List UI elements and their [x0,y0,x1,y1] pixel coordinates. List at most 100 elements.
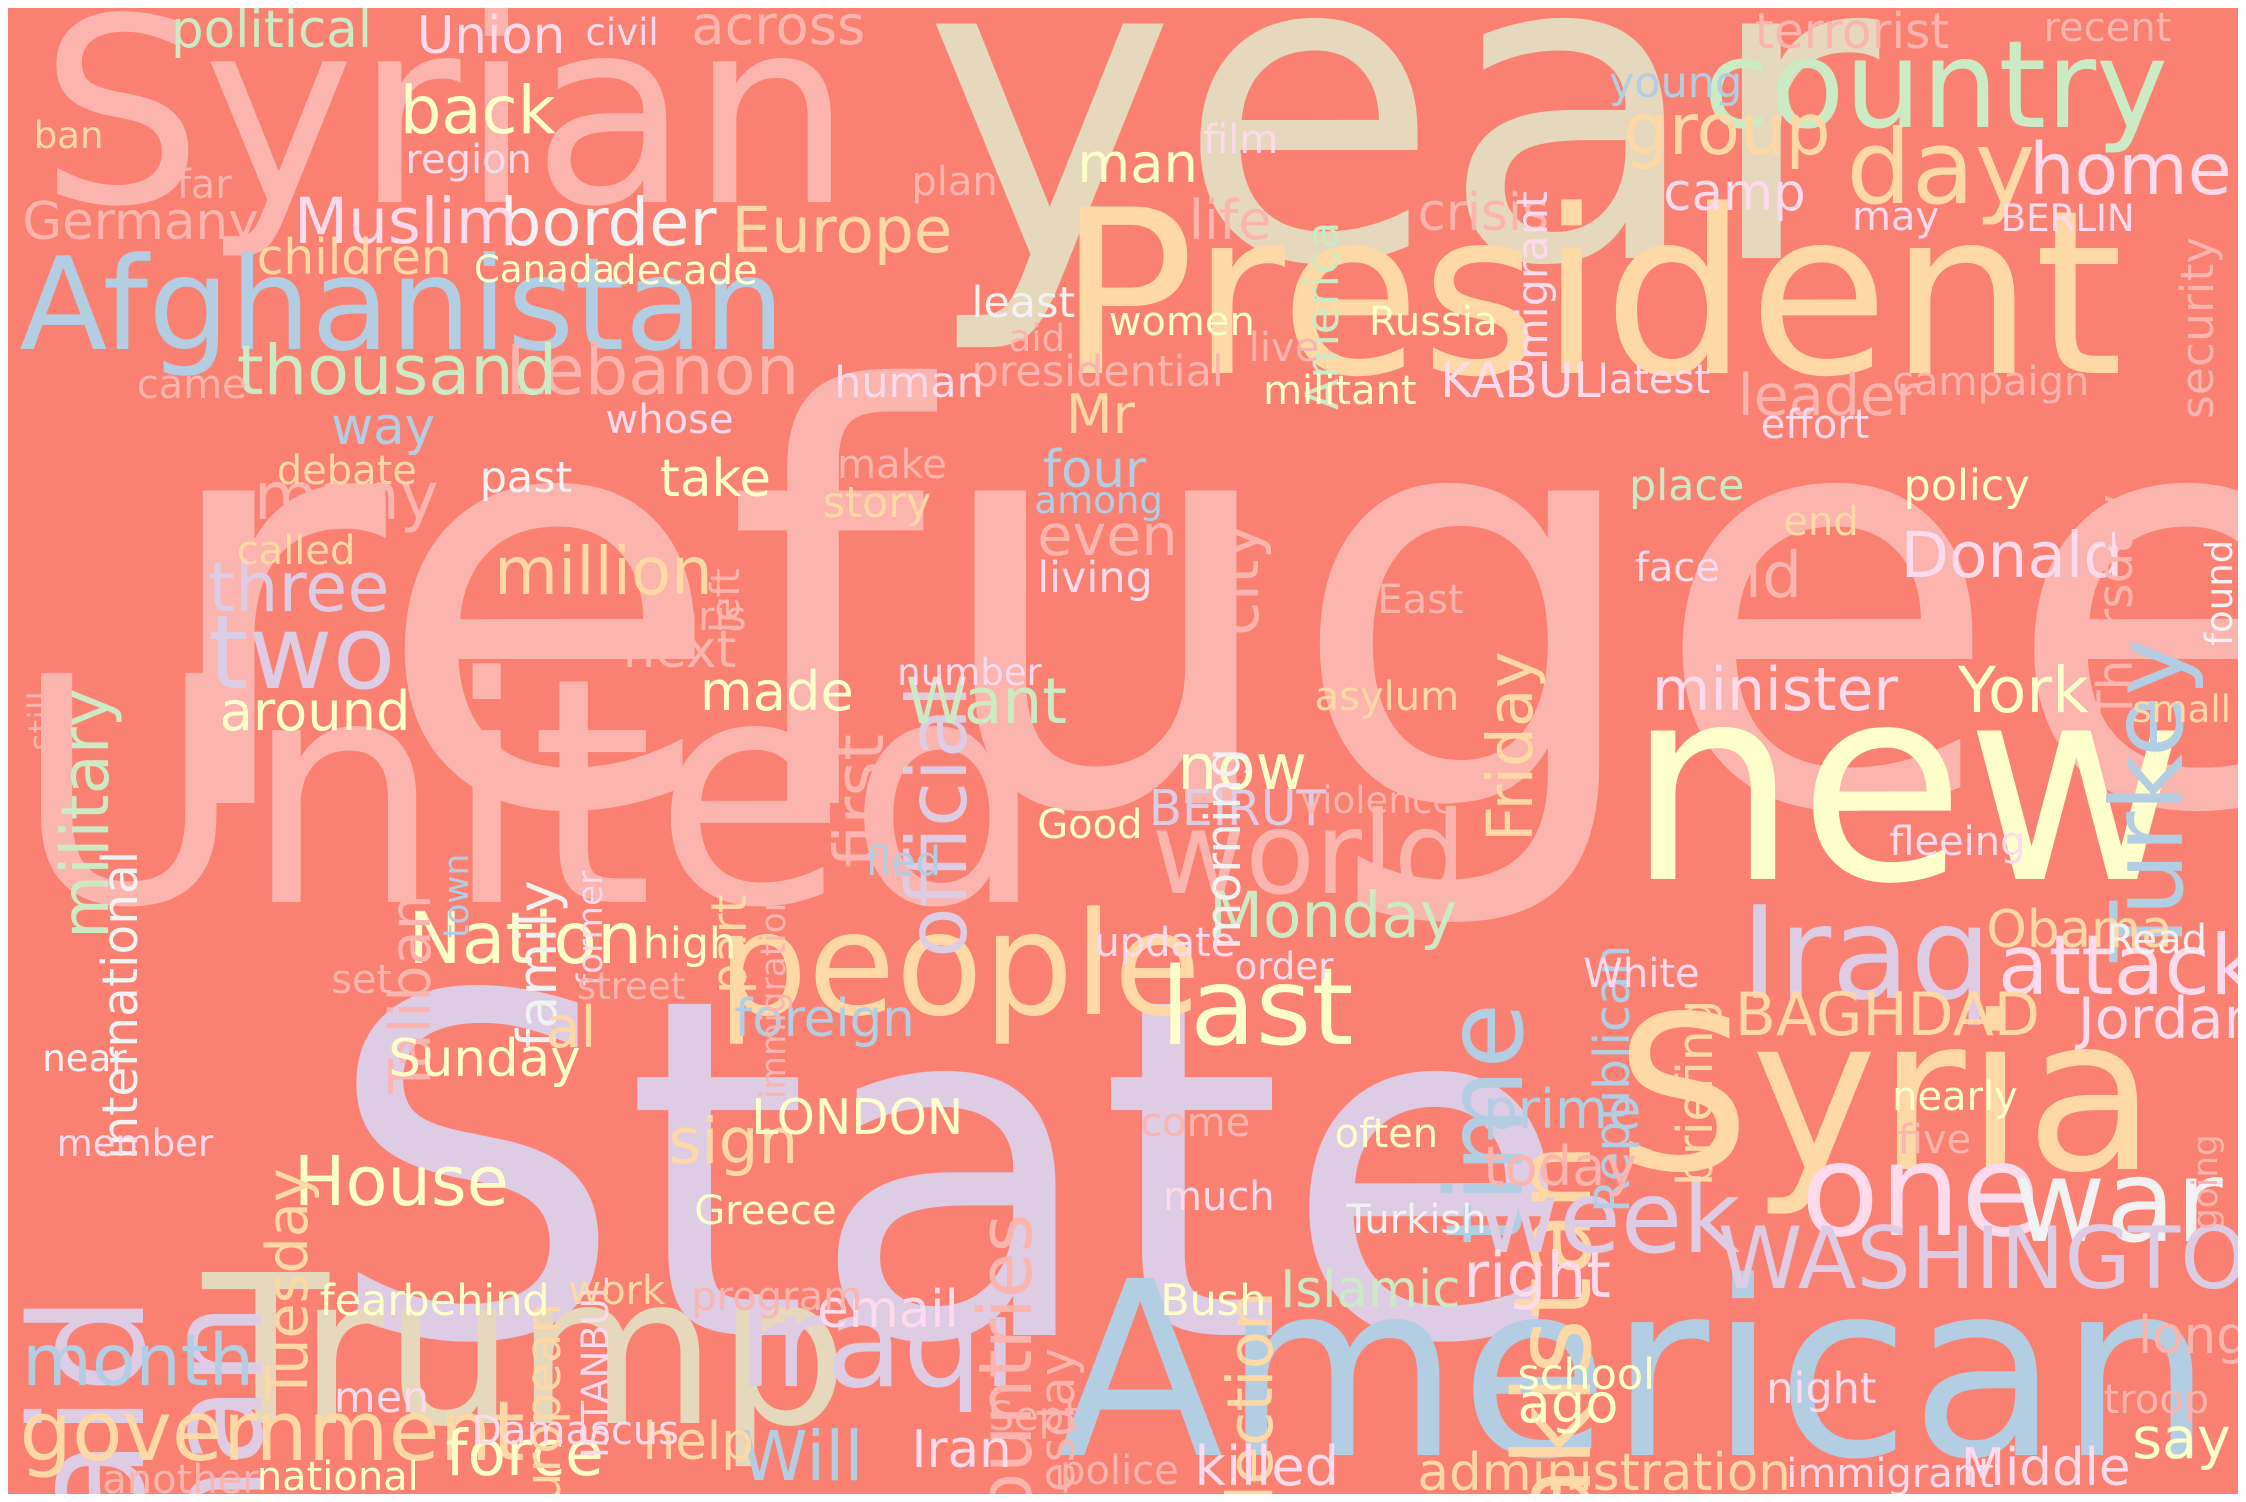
cloud-word: young [1609,58,1743,109]
cloud-word: terrorist [1754,8,1950,60]
cloud-word: Middle [1960,1437,2131,1494]
cloud-word: debate [276,447,417,494]
cloud-word: Canada [474,247,616,291]
cloud-word: street [576,965,686,1009]
cloud-word: police [1060,1448,1179,1494]
cloud-word: often [1334,1110,1439,1157]
cloud-word: Friday [1474,651,1548,842]
cloud-word: international [92,850,149,1160]
cloud-word: update [1094,919,1236,966]
cloud-word: York [1957,653,2089,727]
cloud-word: four [1042,440,1147,501]
cloud-word: school [1517,1350,1656,1400]
cloud-word: story [822,478,932,529]
cloud-word: least [971,278,1076,329]
cloud-word: night [1766,1364,1877,1415]
cloud-word: Afghanistan [19,231,785,381]
cloud-word: President [1057,160,2124,427]
cloud-word: Bush [1160,1275,1267,1326]
cloud-word: children [256,229,452,286]
cloud-word: Tuesday [254,1168,321,1402]
cloud-word: one [1800,1117,2040,1267]
cloud-word: leader [1737,363,1919,430]
cloud-word: make [837,442,947,489]
cloud-word: Good [1037,802,1143,849]
cloud-word: Damascus [471,1408,679,1455]
cloud-word: Union [416,8,566,66]
cloud-word: end [1783,499,1859,546]
cloud-word: found [2197,539,2238,646]
cloud-word: ban [33,113,104,157]
cloud-word: back [399,73,556,150]
cloud-word: Monday [1208,879,1458,953]
cloud-word: today [1483,1134,1638,1198]
cloud-word: far [176,162,232,209]
cloud-word: Turkish [1346,1196,1487,1243]
cloud-word: man [1077,131,1198,195]
cloud-word: living [1037,552,1153,603]
cloud-word: came [136,362,247,409]
cloud-word: presidential [971,346,1224,397]
cloud-word: Jordan [2077,986,2238,1052]
cloud-word: American [1057,1231,2214,1494]
cloud-word: human [834,358,984,409]
cloud-word: decade [611,247,758,294]
cloud-word: militant [1263,367,1417,414]
cloud-word: campaign [1892,359,2090,406]
cloud-word: people [717,880,1202,1048]
cloud-word: going [2186,1134,2227,1230]
cloud-word: violence [1300,779,1456,823]
cloud-word: men [333,1372,430,1423]
cloud-word: Syria [1614,970,2157,1221]
cloud-word: across [691,8,866,58]
cloud-word: Read [2106,916,2208,963]
cloud-word: East [1377,576,1464,623]
cloud-word: new [1626,628,2188,944]
cloud-word: Muslim [293,184,517,258]
cloud-word: sign [668,1105,799,1179]
cloud-word: week [1477,1159,1741,1277]
cloud-word: right [1463,1239,1611,1313]
cloud-word: Iraqi [737,1268,1018,1416]
cloud-word: asylum [1314,673,1460,720]
cloud-word: live [1248,325,1320,372]
cloud-word: border [499,184,717,261]
cloud-word: still [22,691,63,751]
cloud-word: help [642,1411,754,1472]
cloud-word: fear [319,1275,405,1326]
cloud-word: State [325,897,1574,1447]
cloud-word: killed [1194,1434,1340,1494]
cloud-word: House [293,1142,509,1223]
cloud-word: Sunday [388,1028,581,1089]
cloud-word: even [1037,503,1178,570]
cloud-word: aid [1008,316,1066,360]
cloud-word: two [208,593,396,714]
cloud-word: number [897,650,1042,694]
cloud-word: Islamic [1280,1260,1461,1321]
cloud-word: behind [402,1275,550,1326]
cloud-word: another [102,1456,259,1494]
cloud-word: troop [2103,1376,2210,1423]
cloud-word: three [208,547,390,628]
cloud-word: home [2029,127,2232,211]
cloud-word: political [171,8,373,61]
cloud-word: LONDON [751,1089,964,1146]
cloud-word: set [331,956,393,1003]
cloud-word: WASHINGTON [1717,1208,2238,1309]
cloud-word: government [19,1383,525,1481]
cloud-word: immigration [754,890,795,1099]
cloud-word: women [1108,299,1255,346]
cloud-word: security [2171,236,2225,419]
cloud-word: BERLIN [2000,196,2135,240]
cloud-word: come [1140,1099,1251,1146]
cloud-word: prime [1483,1077,1642,1141]
cloud-word: Lebanon [505,330,800,411]
cloud-word: face [1634,545,1720,592]
cloud-word: last [1160,944,1354,1070]
cloud-word: may [1852,193,1940,240]
cloud-word: BEIRUT [1148,781,1327,838]
cloud-word: film [1203,116,1279,163]
cloud-word: small [2132,688,2231,731]
cloud-word: nearly [1892,1073,2018,1120]
cloud-word: Russia [1368,299,1498,346]
